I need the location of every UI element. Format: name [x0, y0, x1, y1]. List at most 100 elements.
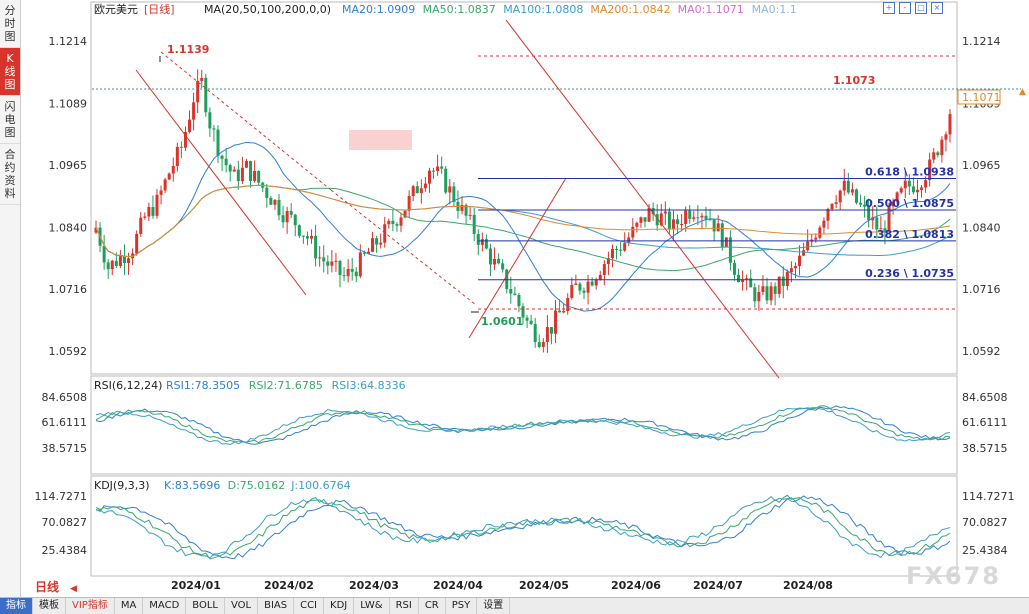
candle-body [602, 264, 606, 276]
close-icon[interactable]: × [931, 2, 943, 14]
toolbar-item-5[interactable]: BOLL [186, 598, 225, 614]
toolbar-item-4[interactable]: MACD [143, 598, 187, 614]
chart-title: 欧元美元 [94, 3, 138, 16]
candle-body [106, 262, 110, 270]
toolbar-item-13[interactable]: PSY [446, 598, 478, 614]
candle-body [842, 180, 846, 191]
candle-body [460, 205, 464, 211]
toolbar-item-3[interactable]: MA [115, 598, 144, 614]
kdj-value-1: D:75.0162 [228, 479, 286, 492]
candle-body [789, 268, 793, 273]
candle-body [249, 160, 253, 181]
toolbar-item-14[interactable]: 设置 [477, 598, 511, 614]
candle-body [399, 217, 403, 226]
candle-body [879, 228, 883, 230]
candle-body [643, 217, 647, 222]
candle-body [891, 201, 895, 207]
crosshair-icon[interactable]: + [883, 2, 895, 14]
price-tick-left-3: 1.0840 [49, 221, 88, 234]
sidebar-tab-2[interactable]: 闪电图 [0, 96, 20, 144]
candle-body [903, 180, 907, 189]
candle-body [371, 238, 375, 252]
toolbar-item-6[interactable]: VOL [225, 598, 259, 614]
price-tick-right-2: 1.0965 [962, 159, 1001, 172]
toolbar-item-7[interactable]: BIAS [258, 598, 295, 614]
candle-body [432, 170, 436, 172]
kdj-k-line [95, 495, 951, 560]
candle-body [273, 200, 277, 205]
zoom-out-icon[interactable]: - [899, 2, 911, 14]
candle-body [297, 225, 301, 236]
toolbar-item-11[interactable]: RSI [390, 598, 419, 614]
toolbar-item-10[interactable]: LW& [354, 598, 390, 614]
candle-body [220, 155, 224, 159]
rsi-panel-frame [90, 375, 958, 475]
candle-body [423, 183, 427, 189]
candle-body [167, 173, 171, 180]
price-tick-right-5: 1.0592 [962, 345, 1001, 358]
toolbar-item-9[interactable]: KDJ [324, 598, 355, 614]
toolbar-item-2[interactable]: VIP指标 [66, 598, 115, 614]
candle-body [334, 260, 338, 262]
time-label-2: 2024/03 [349, 579, 399, 592]
candle-body [212, 128, 216, 130]
toolbar-item-1[interactable]: 模板 [33, 598, 66, 614]
candle-body [293, 214, 297, 226]
candle-body [151, 207, 155, 216]
chart-area[interactable]: 欧元美元 [日线] MA(20,50,100,200,0,0) MA20:1.0909… [21, 0, 1029, 597]
sidebar-tab-0[interactable]: 分时图 [0, 0, 20, 48]
candle-body [159, 190, 163, 195]
candle-body [928, 159, 932, 181]
rsi-value-2: RSI3:64.8336 [332, 379, 406, 392]
candle-body [314, 235, 318, 259]
candle-body [948, 114, 952, 135]
maximize-icon[interactable]: □ [915, 2, 927, 14]
candle-body [883, 228, 887, 233]
time-label-0: 2024/01 [171, 579, 221, 592]
candle-body [200, 77, 204, 81]
candle-body [415, 186, 419, 194]
kdj-tick-left-2: 25.4384 [42, 544, 88, 557]
price-tick-left-5: 1.0592 [49, 345, 88, 358]
candle-body [590, 281, 594, 286]
candle-body [785, 272, 789, 286]
toolbar-item-12[interactable]: CR [419, 598, 446, 614]
kdj-panel-frame [90, 475, 958, 577]
ma-value-2: MA100:1.0808 [503, 3, 583, 16]
candle-body [676, 219, 680, 225]
sidebar-tab-3[interactable]: 合约资料 [0, 144, 20, 205]
candle-body [610, 248, 614, 259]
candle-body [224, 158, 228, 166]
chart-controls: + - □ × [883, 2, 943, 14]
trendline-down [135, 69, 307, 296]
candle-body [619, 249, 623, 251]
candle-body [236, 169, 240, 182]
candle-body [631, 226, 635, 238]
trendline-long-down [505, 19, 780, 379]
rsi-value-1: RSI2:71.6785 [249, 379, 323, 392]
candle-body [277, 200, 281, 216]
candle-body [163, 179, 167, 191]
rsi3-line [95, 407, 951, 446]
candle-body [915, 189, 919, 193]
candle-body [651, 207, 655, 215]
ma-line-MA200 [95, 184, 951, 258]
candle-body [639, 217, 643, 223]
candle-body [188, 119, 192, 132]
watermark: FX678 [906, 562, 1001, 590]
candle-body [737, 274, 741, 283]
candle-body [586, 281, 590, 293]
candle-body [305, 236, 309, 239]
toolbar-item-0[interactable]: 指标 [0, 598, 33, 614]
price-panel-frame [90, 1, 958, 375]
toolbar-item-8[interactable]: CCI [294, 598, 325, 614]
candle-body [615, 248, 619, 250]
candle-body [598, 275, 602, 280]
candlestick-chart[interactable]: 欧元美元 [日线] MA(20,50,100,200,0,0) MA20:1.0909… [21, 0, 1029, 597]
price-tick-left-0: 1.1214 [49, 35, 88, 48]
fib-label-2: 0.382 \ 1.0813 [865, 228, 954, 241]
candle-body [838, 190, 842, 203]
candle-body [566, 297, 570, 311]
candle-body [342, 275, 346, 277]
